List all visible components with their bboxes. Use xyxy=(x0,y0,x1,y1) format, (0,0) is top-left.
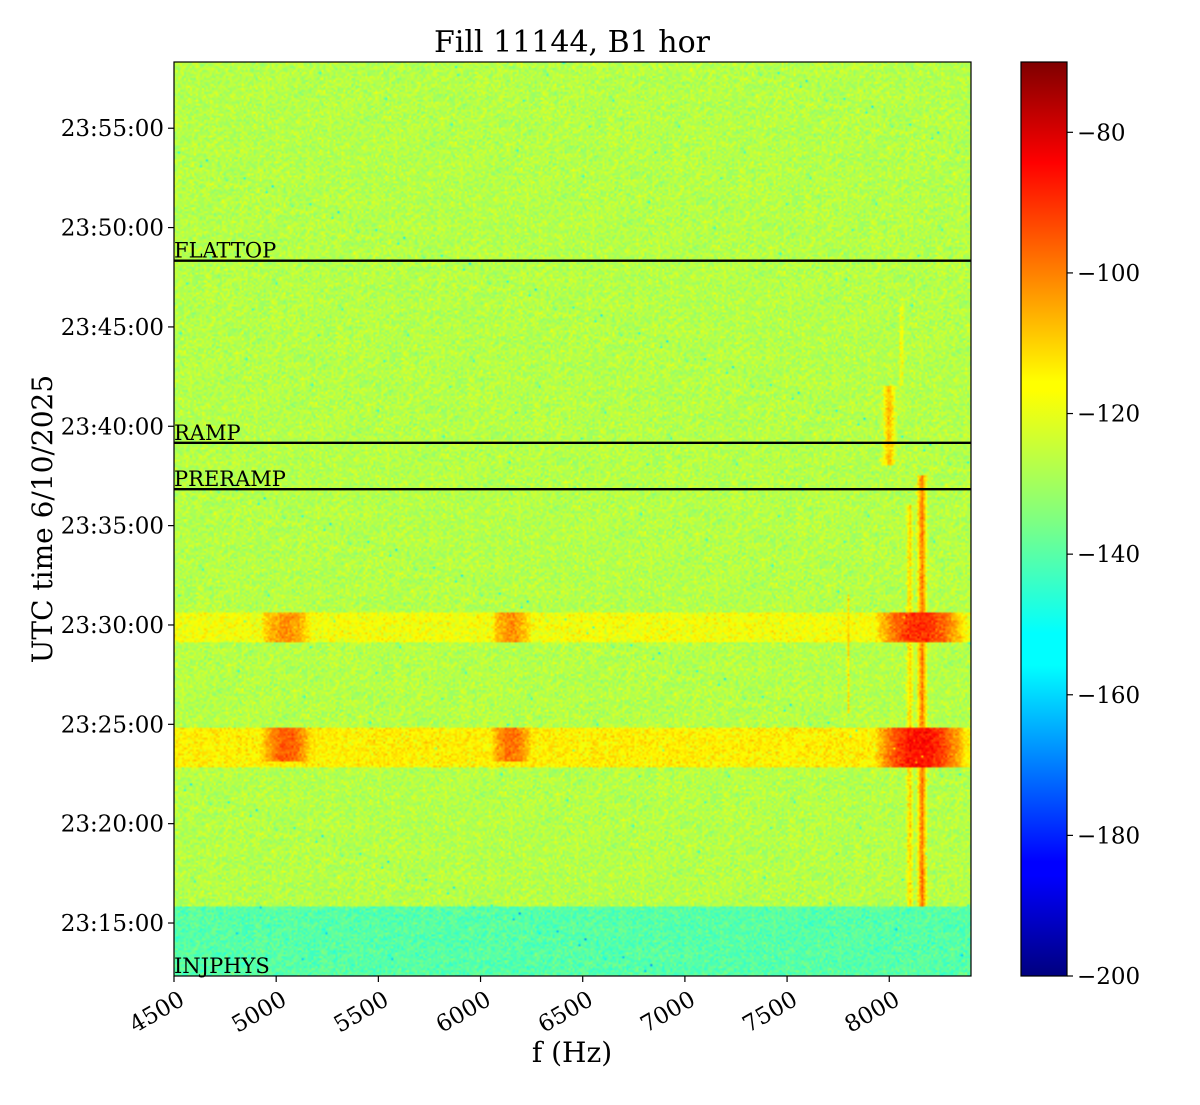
y-tick-label: 23:20:00 xyxy=(61,812,164,838)
x-tick-label: 8000 xyxy=(841,987,905,1039)
x-tick-label: 6500 xyxy=(534,987,598,1039)
spectrogram-heatmap xyxy=(174,62,971,976)
y-tick-label: 23:40:00 xyxy=(61,414,164,440)
x-tick-label: 4500 xyxy=(125,987,189,1039)
colorbar-tick-label: −120 xyxy=(1077,402,1140,428)
colorbar xyxy=(1020,61,1068,977)
colorbar-tick-label: −160 xyxy=(1077,683,1140,709)
x-tick-label: 7000 xyxy=(636,987,700,1039)
phase-label-flattop: FLATTOP xyxy=(174,239,276,263)
x-tick-label: 7500 xyxy=(738,987,802,1039)
x-axis-label: f (Hz) xyxy=(532,1036,612,1069)
colorbar-tick-label: −140 xyxy=(1077,542,1140,568)
chart-title: Fill 11144, B1 hor xyxy=(434,25,711,60)
colorbar-axis: −80 −100 −120 −140 −160 −180 −200 xyxy=(1067,120,1140,990)
colorbar-tick-label: −200 xyxy=(1077,964,1140,990)
phase-label-ramp: RAMP xyxy=(174,421,241,445)
y-tick-label: 23:15:00 xyxy=(61,911,164,937)
colorbar-tick-label: −180 xyxy=(1077,823,1140,849)
y-tick-label: 23:55:00 xyxy=(61,116,164,142)
phase-label-preramp: PRERAMP xyxy=(174,467,286,491)
colorbar-tick-label: −80 xyxy=(1077,120,1126,146)
y-axis-label: UTC time 6/10/2025 xyxy=(26,375,59,663)
plot-area xyxy=(174,62,971,976)
y-tick-label: 23:45:00 xyxy=(61,315,164,341)
phase-label-injphys: INJPHYS xyxy=(174,954,270,978)
y-tick-label: 23:50:00 xyxy=(61,216,164,242)
x-tick-label: 6000 xyxy=(432,987,496,1039)
x-tick-label: 5500 xyxy=(330,987,394,1039)
y-axis: 23:15:00 23:20:00 23:25:00 23:30:00 23:35:00… xyxy=(61,116,174,937)
y-tick-label: 23:35:00 xyxy=(61,514,164,540)
x-tick-label: 5000 xyxy=(227,987,291,1039)
x-axis: 4500 5000 5500 6000 6500 7000 7500 8000 xyxy=(125,976,904,1038)
y-tick-label: 23:25:00 xyxy=(61,712,164,738)
y-tick-label: 23:30:00 xyxy=(61,613,164,639)
phase-markers: INJPHYS PRERAMP RAMP FLATTOP xyxy=(174,239,971,978)
plot-frame xyxy=(173,61,972,977)
colorbar-tick-label: −100 xyxy=(1077,261,1140,287)
